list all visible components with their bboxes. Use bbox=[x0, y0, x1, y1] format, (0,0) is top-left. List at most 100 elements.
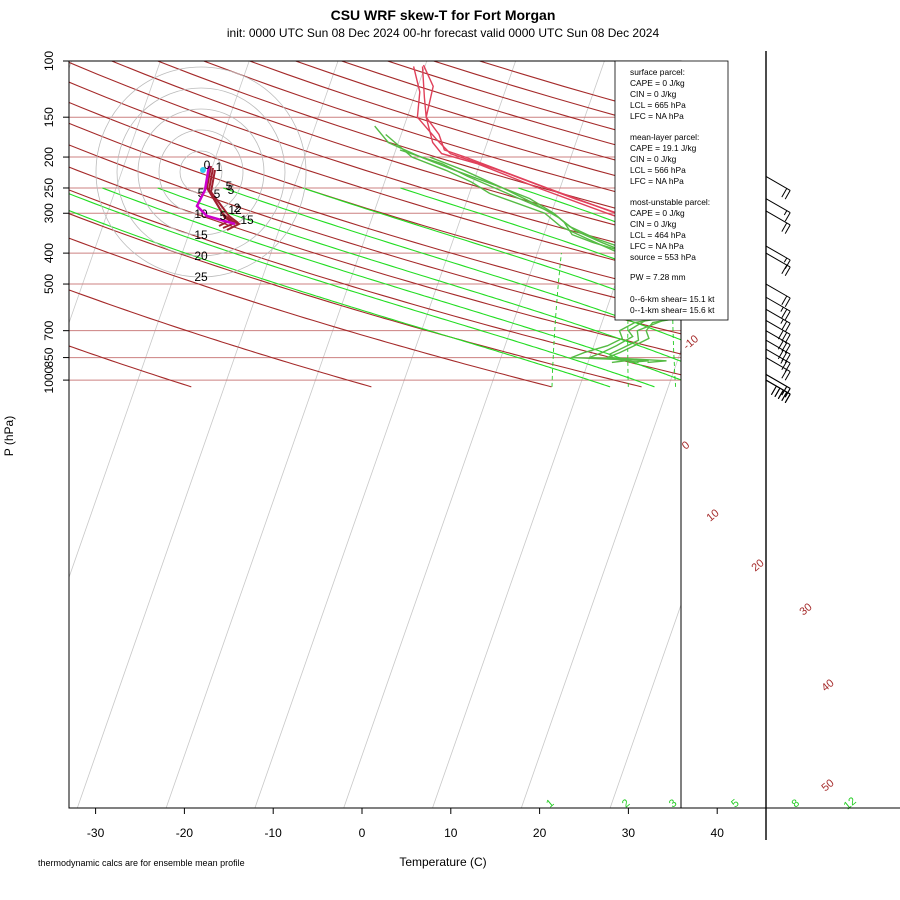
wind-barb-flag bbox=[784, 388, 791, 398]
wind-barb-flag bbox=[784, 323, 791, 333]
surface-lfc: LFC = NA hPa bbox=[630, 111, 684, 121]
dry-adiabat-label: -10 bbox=[681, 333, 701, 352]
hodograph-ring bbox=[158, 129, 244, 215]
hodograph-mean-label: 5 bbox=[228, 183, 235, 197]
mean-layer-cin: CIN = 0 J/kg bbox=[630, 154, 677, 164]
wind-barb-flag bbox=[770, 385, 777, 396]
y-tick-label: 400 bbox=[42, 243, 56, 263]
temperature-profiles bbox=[412, 64, 681, 240]
y-tick-label: 150 bbox=[42, 107, 56, 127]
x-tick-label: 10 bbox=[444, 826, 458, 840]
line-labels: -1001020304050123581220 bbox=[544, 333, 859, 812]
wind-barb-flag bbox=[781, 264, 788, 275]
isotherm-line bbox=[699, 61, 900, 808]
wind-barb-half-flag bbox=[780, 358, 784, 364]
most-unstable-cin: CIN = 0 J/kg bbox=[630, 219, 677, 229]
moist-adiabat-line bbox=[157, 187, 681, 362]
wind-barb-staff bbox=[765, 175, 791, 191]
hodograph-member-label: 5 bbox=[214, 187, 221, 201]
wind-barb-flag bbox=[784, 190, 791, 200]
x-tick-label: 20 bbox=[533, 826, 547, 840]
dry-adiabat-line bbox=[69, 345, 192, 388]
wind-barb-staff bbox=[765, 330, 791, 346]
most-unstable-cape: CAPE = 0 J/kg bbox=[630, 208, 685, 218]
dewpoint-profiles bbox=[374, 125, 681, 364]
hodograph-ring-label: 25 bbox=[194, 270, 208, 284]
y-tick-label: 700 bbox=[42, 320, 56, 340]
most-unstable-lcl: LCL = 464 hPa bbox=[630, 230, 686, 240]
wind-barb-flag bbox=[774, 387, 781, 398]
mean-layer-lcl: LCL = 566 hPa bbox=[630, 165, 686, 175]
x-tick-label: 30 bbox=[622, 826, 636, 840]
chart-title: CSU WRF skew-T for Fort Morgan bbox=[331, 7, 556, 23]
wind-barb-staff bbox=[765, 296, 791, 312]
isotherm-line bbox=[609, 603, 681, 808]
x-tick-label: -20 bbox=[176, 826, 194, 840]
hodograph-member-label: 2 bbox=[234, 201, 241, 215]
wind-barb-flag bbox=[784, 212, 791, 222]
most-unstable-parcel-header: most-unstable parcel: bbox=[630, 197, 710, 207]
dewpoint-line bbox=[429, 156, 681, 364]
wind-barb-flag bbox=[781, 188, 788, 198]
wind-barb-flag bbox=[784, 266, 791, 277]
x-axis-label: Temperature (C) bbox=[399, 855, 486, 869]
temperature-line bbox=[412, 66, 681, 236]
hodograph-member-label: 1 bbox=[216, 160, 223, 174]
footnote: thermodynamic calcs are for ensemble mea… bbox=[38, 858, 245, 868]
hodograph-ring-label: 15 bbox=[194, 228, 208, 242]
y-axis-label: P (hPa) bbox=[2, 416, 16, 456]
shear-0-6km: 0--6-km shear= 15.1 kt bbox=[630, 294, 715, 304]
wind-barb-staff bbox=[765, 308, 791, 324]
wind-barb-staff bbox=[765, 379, 791, 395]
mixing-ratio-line bbox=[551, 253, 562, 387]
dry-adiabat-label: 30 bbox=[798, 601, 815, 618]
hodograph-ring bbox=[179, 150, 223, 194]
wind-barb bbox=[765, 374, 791, 398]
wind-barb bbox=[765, 198, 791, 222]
mean-layer-lfc: LFC = NA hPa bbox=[630, 176, 684, 186]
y-tick-label: 1000 bbox=[42, 366, 56, 393]
wind-barb-flag bbox=[781, 308, 788, 319]
shear-0-1km: 0--1-km shear= 15.6 kt bbox=[630, 305, 715, 315]
isotherm-line bbox=[343, 61, 605, 808]
wind-barb-flag bbox=[777, 349, 784, 360]
wind-barb-staff bbox=[765, 283, 791, 299]
hodograph-mean-label: 15 bbox=[240, 213, 254, 227]
chart-subtitle: init: 0000 UTC Sun 08 Dec 2024 00-hr for… bbox=[227, 26, 660, 40]
wind-barb bbox=[765, 252, 791, 277]
dewpoint-line bbox=[385, 133, 681, 364]
wind-barb-flag bbox=[781, 332, 788, 342]
dewpoint-line bbox=[399, 149, 681, 364]
wind-barb-flag bbox=[781, 321, 788, 331]
hodograph-mean-label: 0 bbox=[204, 158, 211, 172]
mean-layer-parcel-header: mean-layer parcel: bbox=[630, 132, 699, 142]
dry-adiabat-line bbox=[203, 61, 681, 210]
x-tick-label: 40 bbox=[711, 826, 725, 840]
dry-adiabat-label: 20 bbox=[750, 557, 767, 574]
y-tick-label: 500 bbox=[42, 274, 56, 294]
hodograph-ring-label: 10 bbox=[194, 207, 208, 221]
hodograph-mean-trace bbox=[195, 165, 236, 226]
wind-barb-half-flag bbox=[783, 210, 788, 216]
hodograph-ring-label: 30 bbox=[194, 291, 208, 305]
parameter-box-frame bbox=[614, 60, 729, 321]
moist-adiabat-line bbox=[400, 187, 681, 286]
dry-adiabat-label: 0 bbox=[680, 439, 692, 452]
isotherm-lines bbox=[69, 61, 900, 808]
dry-adiabat-line bbox=[69, 166, 681, 355]
plot-frame bbox=[68, 60, 682, 809]
wind-barb bbox=[765, 357, 791, 381]
wind-barb-flag bbox=[781, 222, 788, 232]
mean-layer-cape: CAPE = 19.1 J/kg bbox=[630, 143, 697, 153]
hodograph-member-trace bbox=[207, 167, 242, 231]
parameter-box: surface parcel: CAPE = 0 J/kg CIN = 0 J/… bbox=[614, 60, 729, 321]
hodograph-ring bbox=[137, 108, 265, 236]
precipitable-water: PW = 7.28 mm bbox=[630, 272, 686, 282]
wind-barb-flag bbox=[784, 371, 791, 381]
surface-parcel-header: surface parcel: bbox=[630, 67, 685, 77]
wind-barb-staff bbox=[765, 339, 791, 355]
wind-barb-flag bbox=[781, 386, 788, 396]
